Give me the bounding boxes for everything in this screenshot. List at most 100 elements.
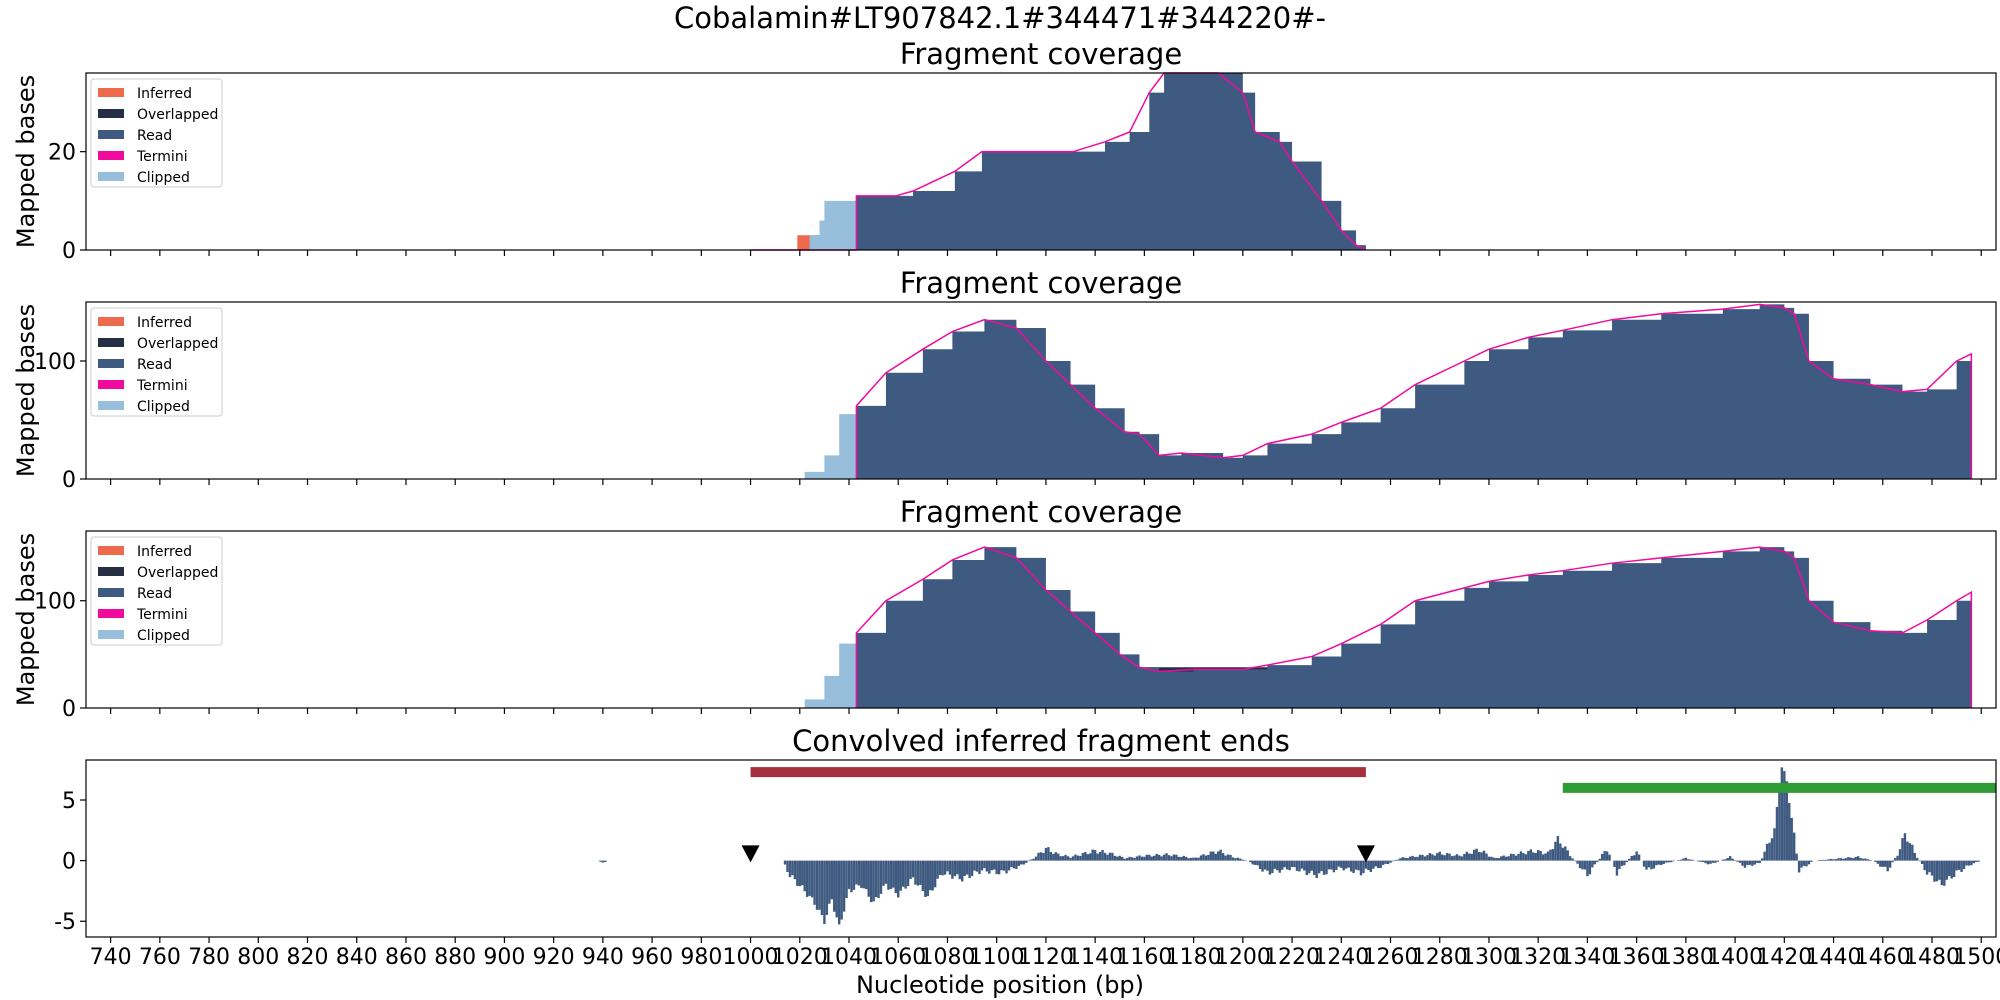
signal-bar	[1411, 855, 1414, 861]
signal-bar	[805, 860, 809, 897]
signal-bar	[1699, 860, 1702, 862]
x-tick-label: 1180	[1166, 945, 1222, 970]
signal-bar	[1502, 855, 1505, 861]
signal-bar	[1372, 860, 1375, 869]
signal-bar	[1453, 855, 1456, 861]
x-tick-label: 1160	[1116, 945, 1172, 970]
signal-bar	[1522, 852, 1525, 861]
signal-bar	[798, 860, 801, 887]
signal-bar	[1832, 859, 1835, 861]
x-tick-label: 860	[385, 945, 427, 970]
series-area-clipped	[804, 632, 857, 708]
signal-bar	[1514, 855, 1518, 861]
signal-bar	[956, 860, 959, 875]
signal-bar	[1571, 858, 1574, 861]
signal-bar	[1303, 860, 1306, 871]
signal-bar	[1113, 855, 1117, 861]
signal-bar	[1253, 860, 1257, 865]
signal-bar	[1679, 859, 1683, 861]
signal-bar	[1290, 860, 1294, 867]
signal-bar	[1834, 859, 1838, 861]
signal-bar	[1431, 854, 1434, 861]
signal-bar	[1593, 860, 1597, 865]
signal-bar	[1884, 860, 1887, 867]
x-tick-label: 1420	[1756, 945, 1812, 970]
signal-bar	[1940, 860, 1944, 886]
x-tick-label: 1300	[1461, 945, 1517, 970]
signal-bar	[1760, 858, 1764, 861]
signal-bar	[1177, 856, 1181, 861]
signal-bar	[1689, 859, 1692, 861]
signal-bar	[968, 860, 971, 879]
signal-bar	[1576, 860, 1579, 864]
x-tick-label: 1020	[772, 945, 828, 970]
signal-bar	[1903, 833, 1907, 861]
signal-bar	[1642, 860, 1646, 867]
signal-bar	[1770, 838, 1774, 861]
signal-bar	[862, 860, 865, 889]
signal-bar	[1551, 849, 1555, 861]
signal-bar	[1231, 857, 1235, 861]
signal-bar	[993, 860, 996, 870]
signal-bar	[1800, 860, 1803, 868]
signal-bar	[1135, 856, 1139, 861]
signal-bar	[1507, 856, 1510, 861]
signal-bar	[1076, 855, 1080, 861]
signal-bar	[1357, 860, 1360, 871]
signal-bar	[1342, 860, 1345, 871]
signal-bar	[1000, 860, 1003, 871]
signal-bar	[825, 860, 829, 915]
interval-bar-red	[750, 767, 1366, 778]
signal-bar	[1539, 851, 1542, 861]
signal-bar	[1977, 860, 1980, 862]
signal-bar	[874, 860, 878, 898]
legend-label-clipped: Clipped	[137, 170, 190, 186]
signal-bar	[1532, 852, 1535, 861]
legend-label-read: Read	[137, 357, 172, 373]
x-tick-label: 820	[287, 945, 329, 970]
signal-bar	[1935, 860, 1939, 882]
legend-label-inferred: Inferred	[137, 315, 192, 331]
signal-bar	[1369, 860, 1373, 872]
signal-bar	[1906, 841, 1909, 861]
panel-title: Convolved inferred fragment ends	[792, 724, 1290, 758]
signal-bar	[1229, 854, 1232, 861]
signal-bar	[1377, 860, 1380, 869]
signal-bar	[1859, 857, 1862, 861]
signal-bar	[1130, 857, 1134, 861]
signal-bar	[946, 860, 949, 872]
legend-swatch-read	[98, 359, 124, 368]
signal-bar	[1194, 857, 1198, 861]
signal-bar	[1923, 860, 1926, 871]
signal-bar	[1844, 858, 1848, 861]
signal-bar	[1108, 852, 1112, 861]
signal-bar	[1049, 851, 1053, 861]
signal-bar	[1829, 858, 1833, 861]
signal-bar	[1256, 860, 1259, 866]
signal-bar	[1874, 860, 1877, 862]
signal-bar	[1753, 860, 1756, 865]
signal-bar	[1682, 858, 1685, 861]
signal-bar	[1128, 856, 1131, 861]
signal-bar	[1864, 858, 1867, 861]
legend-swatch-read	[98, 588, 124, 597]
signal-bar	[1839, 858, 1843, 861]
signal-bar	[1856, 856, 1860, 861]
signal-bar	[1428, 853, 1432, 861]
signal-bar	[1394, 860, 1397, 861]
signal-bar	[1448, 853, 1451, 861]
signal-bar	[1426, 855, 1429, 861]
signal-bar	[1817, 860, 1820, 861]
signal-bar	[980, 860, 984, 871]
signal-bar	[1581, 860, 1584, 870]
signal-bar	[1047, 847, 1050, 861]
x-tick-label: 1480	[1904, 945, 1960, 970]
signal-bar	[892, 860, 895, 888]
legend-label-clipped: Clipped	[137, 628, 190, 644]
signal-bar	[963, 860, 966, 876]
signal-bar	[911, 860, 915, 878]
signal-bar	[904, 860, 907, 889]
signal-bar	[1057, 853, 1060, 861]
signal-bar	[1241, 859, 1245, 861]
signal-bar	[1952, 860, 1956, 877]
